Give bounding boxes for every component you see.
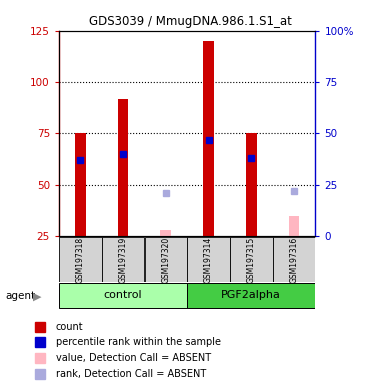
- Text: value, Detection Call = ABSENT: value, Detection Call = ABSENT: [55, 353, 211, 363]
- Text: GSM197318: GSM197318: [76, 237, 85, 283]
- Bar: [289, 216, 299, 236]
- Bar: [75, 134, 86, 236]
- Bar: [59, 237, 101, 282]
- Bar: [230, 237, 272, 282]
- Text: GSM197314: GSM197314: [204, 237, 213, 283]
- Bar: [273, 237, 315, 282]
- Text: percentile rank within the sample: percentile rank within the sample: [55, 338, 221, 348]
- Bar: [160, 230, 171, 236]
- Text: GDS3039 / MmugDNA.986.1.S1_at: GDS3039 / MmugDNA.986.1.S1_at: [89, 15, 291, 28]
- Text: rank, Detection Call = ABSENT: rank, Detection Call = ABSENT: [55, 369, 206, 379]
- Bar: [187, 237, 230, 282]
- Bar: [102, 237, 144, 282]
- Bar: [203, 41, 214, 236]
- Text: ▶: ▶: [33, 291, 41, 301]
- Bar: [59, 283, 187, 308]
- Text: PGF2alpha: PGF2alpha: [221, 290, 281, 300]
- Bar: [118, 99, 128, 236]
- Text: GSM197320: GSM197320: [161, 237, 170, 283]
- Text: GSM197315: GSM197315: [247, 237, 256, 283]
- Bar: [246, 134, 256, 236]
- Bar: [144, 237, 187, 282]
- Text: agent: agent: [6, 291, 36, 301]
- Text: GSM197316: GSM197316: [290, 237, 299, 283]
- Text: GSM197319: GSM197319: [119, 237, 128, 283]
- Bar: [187, 283, 315, 308]
- Text: control: control: [104, 290, 142, 300]
- Text: count: count: [55, 322, 83, 332]
